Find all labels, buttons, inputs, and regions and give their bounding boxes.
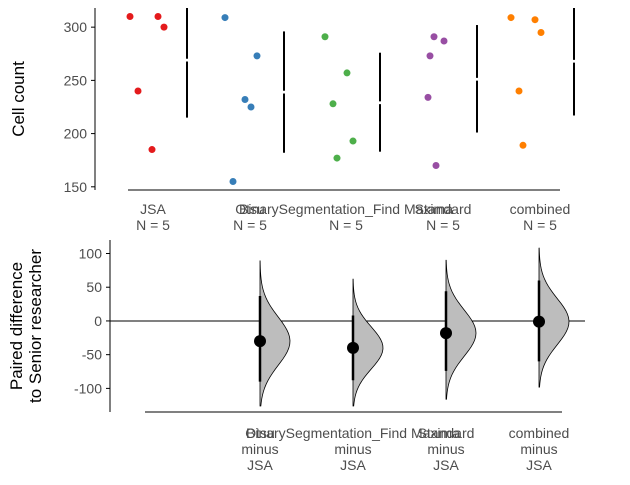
x-tick-label: JSA: [526, 457, 552, 473]
group-n-label: N = 5: [233, 217, 267, 233]
data-point-combined: [515, 87, 523, 95]
data-point-otsu: [241, 96, 249, 104]
data-point-standard: [430, 33, 438, 41]
x-tick-label: JSA: [140, 201, 166, 217]
y-axis-title: Paired difference: [7, 262, 26, 390]
x-tick-label: JSA: [433, 457, 459, 473]
mean-gap: [185, 58, 189, 62]
y-tick-label: -50: [82, 347, 102, 363]
data-point-otsu: [221, 14, 229, 22]
x-tick-label: minus: [427, 441, 464, 457]
x-tick-label: BinarySegmentation_Find Maxima: [239, 201, 453, 217]
data-point-jsa: [160, 23, 168, 31]
x-tick-label: minus: [520, 441, 557, 457]
mean-difference-point: [254, 335, 266, 348]
bootstrap-distribution: [538, 247, 570, 388]
group-n-label: N = 5: [136, 217, 170, 233]
data-point-standard: [424, 93, 432, 101]
y-tick-label: 250: [64, 72, 88, 88]
x-tick-label: Standard: [418, 425, 475, 441]
x-tick-label: Standard: [415, 201, 472, 217]
y-tick-label: 150: [64, 179, 88, 195]
data-point-combined: [531, 16, 539, 24]
data-point-binarysegmentation-find-maxima: [343, 69, 351, 77]
data-point-binarysegmentation-find-maxima: [321, 33, 329, 41]
data-point-jsa: [126, 13, 134, 21]
x-tick-label: minus: [334, 441, 371, 457]
bootstrap-distribution: [352, 278, 384, 407]
data-point-binarysegmentation-find-maxima: [349, 137, 357, 145]
group-n-label: N = 5: [329, 217, 363, 233]
y-tick-label: 200: [64, 126, 88, 142]
data-point-jsa: [148, 146, 156, 154]
data-point-binarysegmentation-find-maxima: [333, 154, 341, 162]
data-point-otsu: [247, 103, 255, 111]
data-point-standard: [440, 37, 448, 45]
mean-difference-point: [440, 327, 452, 340]
data-point-binarysegmentation-find-maxima: [329, 100, 337, 108]
x-tick-label: BinarySegmentation_Find Maxima: [246, 425, 460, 441]
y-tick-label: 100: [79, 245, 103, 261]
mean-gap: [378, 101, 382, 105]
y-axis-title: Cell count: [9, 61, 28, 137]
data-point-combined: [519, 141, 527, 149]
y-tick-label: 50: [86, 279, 102, 295]
data-point-jsa: [154, 13, 162, 21]
mean-gap: [572, 59, 576, 63]
mean-difference-point: [533, 315, 545, 328]
y-tick-label: -100: [74, 380, 102, 396]
x-tick-label: JSA: [247, 457, 273, 473]
mean-difference-point: [347, 341, 359, 354]
x-tick-label: minus: [241, 441, 278, 457]
bootstrap-distribution: [445, 259, 477, 400]
x-tick-label: Otsu: [235, 201, 265, 217]
x-tick-label: Otsu: [245, 425, 275, 441]
bootstrap-distribution: [259, 260, 291, 407]
data-point-standard: [432, 162, 440, 170]
y-tick-label: 300: [64, 19, 88, 35]
y-tick-label: 0: [94, 313, 102, 329]
x-tick-label: JSA: [340, 457, 366, 473]
data-point-otsu: [229, 177, 237, 185]
data-point-jsa: [134, 87, 142, 95]
data-point-otsu: [253, 52, 261, 60]
x-tick-label: combined: [510, 201, 571, 217]
data-point-combined: [537, 28, 545, 36]
mean-gap: [475, 77, 479, 81]
mean-gap: [282, 90, 286, 94]
data-point-combined: [507, 14, 515, 22]
group-n-label: N = 5: [426, 217, 460, 233]
x-tick-label: combined: [509, 425, 570, 441]
data-point-standard: [426, 52, 434, 60]
y-axis-title: to Senior researcher: [26, 249, 45, 403]
group-n-label: N = 5: [523, 217, 557, 233]
